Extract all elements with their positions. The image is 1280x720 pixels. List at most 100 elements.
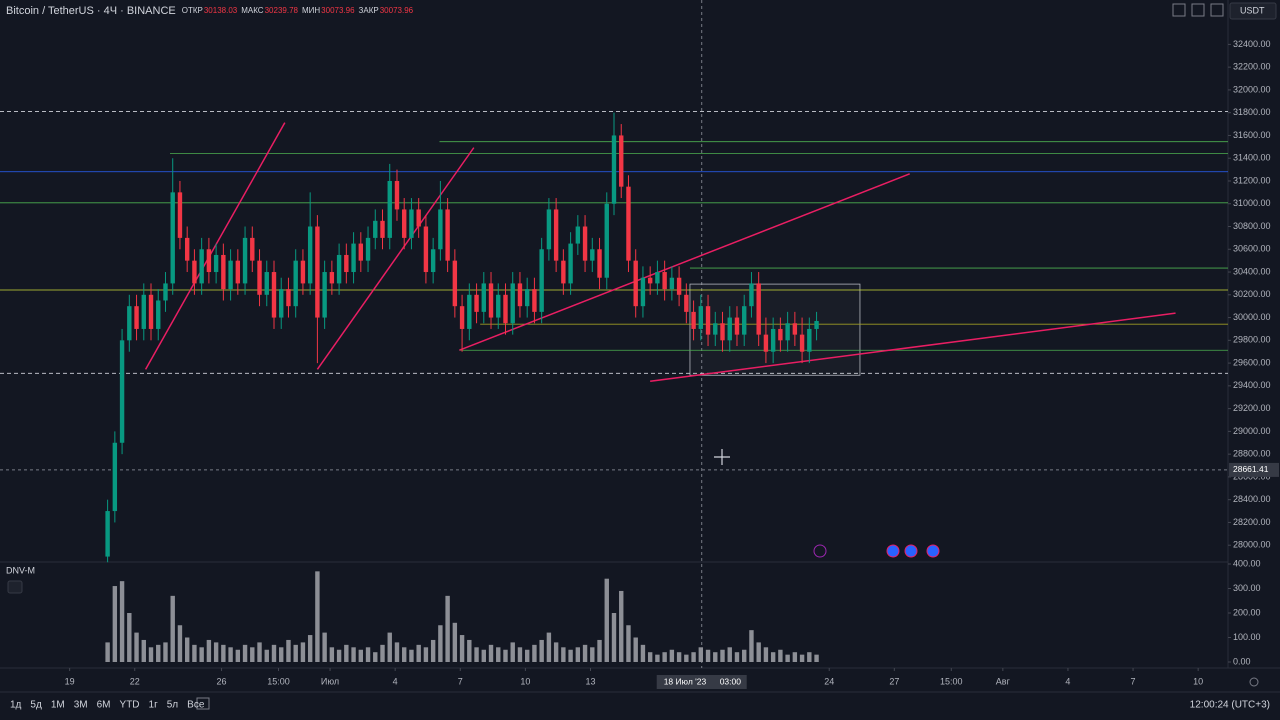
y-tick-label: 28400.00 <box>1233 494 1271 504</box>
candle-body <box>213 254 219 273</box>
candle-body <box>416 209 421 227</box>
candle-body <box>807 328 812 352</box>
y-tick-label: 31600.00 <box>1233 130 1271 140</box>
crosshair-price-box <box>1229 462 1279 477</box>
range-button[interactable]: 1д <box>10 700 22 711</box>
range-button[interactable]: Все <box>187 700 205 711</box>
candle-body <box>163 283 168 301</box>
volume-bar <box>380 644 385 662</box>
range-button[interactable]: 1г <box>149 700 159 711</box>
volume-bar <box>742 649 747 662</box>
volume-bar <box>365 647 371 662</box>
x-tick-label: 26 <box>217 676 227 686</box>
volume-bar <box>713 652 718 662</box>
volume-bar <box>257 642 262 662</box>
y-tick-label: 32400.00 <box>1233 39 1271 49</box>
candle-body <box>221 254 226 290</box>
clock: 12:00:24 (UTC+3) <box>1190 700 1270 711</box>
candle-body <box>177 192 183 238</box>
candle-body <box>720 323 725 341</box>
y-tick-label: 28200.00 <box>1233 517 1271 527</box>
volume-bar <box>503 649 508 662</box>
candle-body <box>814 320 819 329</box>
candle-body <box>351 243 356 273</box>
candle-body <box>503 294 508 324</box>
icon-button[interactable] <box>1210 3 1224 17</box>
volume-tick-label: 300.00 <box>1233 583 1261 593</box>
candle-body <box>307 226 313 284</box>
volume-bar <box>597 639 602 662</box>
event-icon[interactable] <box>886 544 900 558</box>
volume-bar <box>423 647 429 662</box>
volume-bar <box>662 652 667 662</box>
legend-label: ЗАКР <box>359 6 379 15</box>
x-tick-label: Июл <box>321 676 339 686</box>
collapse-button[interactable] <box>7 580 23 594</box>
volume-bar <box>264 649 269 662</box>
candle-body <box>322 272 327 318</box>
candle-body <box>430 249 436 273</box>
range-button[interactable]: 1М <box>51 700 65 711</box>
candle-body <box>532 289 537 312</box>
range-button[interactable]: 6М <box>97 700 111 711</box>
x-tick-label: 4 <box>393 676 398 686</box>
volume-bar <box>467 639 472 662</box>
volume-bar <box>329 647 335 662</box>
candle-body <box>655 272 660 284</box>
y-tick-label: 31000.00 <box>1233 198 1271 208</box>
range-button[interactable]: 3М <box>74 700 88 711</box>
event-icon[interactable] <box>926 544 940 558</box>
volume-bar <box>148 647 154 662</box>
x-tick-label: 10 <box>1193 676 1203 686</box>
candle-body <box>713 323 718 335</box>
calendar-button[interactable] <box>196 697 210 710</box>
candle-body <box>561 260 566 284</box>
volume-bar <box>532 644 537 662</box>
volume-bar <box>676 652 682 662</box>
range-button[interactable]: YTD <box>120 700 140 711</box>
candle-body <box>517 283 523 307</box>
candle-body <box>488 283 494 318</box>
volume-bar <box>553 642 559 662</box>
volume-bar <box>807 652 812 662</box>
settings-button[interactable] <box>1249 677 1259 687</box>
volume-bar <box>279 647 284 662</box>
volume-bar <box>112 586 118 662</box>
candle-body <box>590 249 595 261</box>
range-button[interactable]: 5д <box>30 700 42 711</box>
legend-label: МИН <box>302 6 320 15</box>
volume-bar <box>134 632 139 662</box>
volume-bar <box>199 647 204 662</box>
volume-bar <box>814 654 819 662</box>
volume-bar <box>626 625 631 662</box>
candle-body <box>373 220 378 238</box>
y-tick-label: 30400.00 <box>1233 266 1271 276</box>
candle-body <box>438 209 443 250</box>
candle-body <box>669 277 675 290</box>
volume-bar <box>213 642 219 662</box>
icon-button[interactable] <box>1191 3 1205 17</box>
candle-body <box>141 294 146 329</box>
candle-body <box>626 186 631 261</box>
candle-body <box>105 511 110 557</box>
candle-body <box>611 135 617 204</box>
volume-bar <box>705 649 711 662</box>
x-tick-label: 24 <box>824 676 834 686</box>
range-button[interactable]: 5л <box>167 700 179 711</box>
candle-body <box>582 226 588 261</box>
volume-bar <box>402 647 407 662</box>
legend-value: 30239.78 <box>265 6 299 15</box>
currency-button[interactable] <box>1229 2 1277 20</box>
candle-body <box>619 135 624 187</box>
icon-button[interactable] <box>1172 3 1186 17</box>
candle-body <box>365 237 371 261</box>
volume-bar <box>184 637 190 662</box>
volume-bar <box>235 649 241 662</box>
volume-bar <box>698 647 704 662</box>
candle-body <box>300 260 306 284</box>
volume-bar <box>785 654 790 662</box>
event-icon[interactable] <box>813 544 827 558</box>
event-icon[interactable] <box>904 544 918 558</box>
x-tick-label: 7 <box>1131 676 1136 686</box>
